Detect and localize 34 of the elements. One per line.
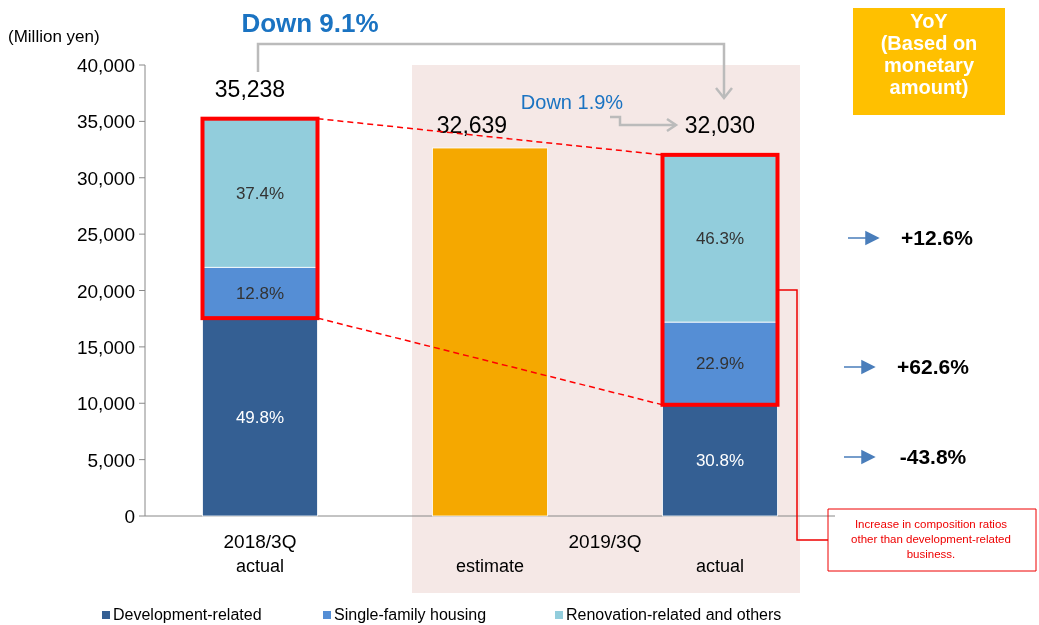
text: Down 9.1% [241,8,379,38]
text: -43.8% [899,445,967,468]
y-tick-label: 25,000 [76,224,135,246]
y-tick-label: 35,000 [76,111,135,133]
y-tick-label: 5,000 [87,449,135,471]
legend-label: Single-family housing [334,606,487,623]
text: Increase in composition ratios other than development-related business. [851,518,1011,560]
y-tick-label: 15,000 [76,336,135,358]
annotation: 22.9% [695,354,745,374]
bar [432,147,548,517]
total-label: 35,238 [214,75,286,102]
total-label: 32,030 [684,111,756,138]
y-tick-label: 30,000 [76,167,135,189]
y-tick-label: 0 [124,506,135,527]
y-tick-label: 40,000 [76,55,135,76]
x-tick-label: 2018/3Q actual [223,531,297,576]
x-tick-label: estimate [455,556,525,576]
text: YoY (Based on monetary amount) [880,10,978,98]
text: 2019/3Q [568,531,642,552]
annotation: 12.8% [235,283,285,303]
annotation: 30.8% [695,451,745,471]
annotation: Down 1.9% [520,91,624,113]
total-label: 32,639 [436,112,508,138]
y-tick-label: 10,000 [76,393,135,415]
annotation: 49.8% [235,408,285,428]
text: +12.6% [901,226,974,249]
annotation: 37.4% [235,183,285,203]
legend-label: Renovation-related and others [566,606,782,623]
x-tick-label: actual [695,556,745,576]
y-axis-title: (Million yen) [8,27,100,46]
text: +62.6% [897,355,970,378]
legend-label: Development-related [113,606,262,623]
annotation: 46.3% [695,229,745,249]
y-tick-label: 20,000 [76,280,135,302]
